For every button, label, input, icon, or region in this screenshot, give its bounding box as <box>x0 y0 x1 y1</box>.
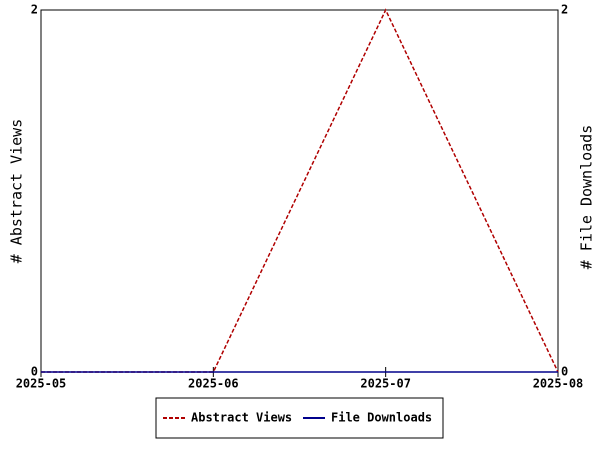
y-tick-label: 2 <box>31 3 38 17</box>
y2-tick-label: 0 <box>561 365 568 379</box>
x-tick-label: 2025-08 <box>533 377 584 391</box>
x-tick-label: 2025-05 <box>16 377 67 391</box>
x-tick-label: 2025-06 <box>188 377 239 391</box>
legend-box <box>155 397 444 439</box>
y2-axis-title: # File Downloads <box>578 125 596 270</box>
y2-tick-label: 2 <box>561 3 568 17</box>
y-axis-title: # Abstract Views <box>8 119 26 264</box>
x-tick-label: 2025-07 <box>360 377 411 391</box>
legend-label: Abstract Views <box>191 411 292 425</box>
y-tick-label: 0 <box>31 365 38 379</box>
legend-label: File Downloads <box>331 411 432 425</box>
series-line <box>41 8 559 373</box>
